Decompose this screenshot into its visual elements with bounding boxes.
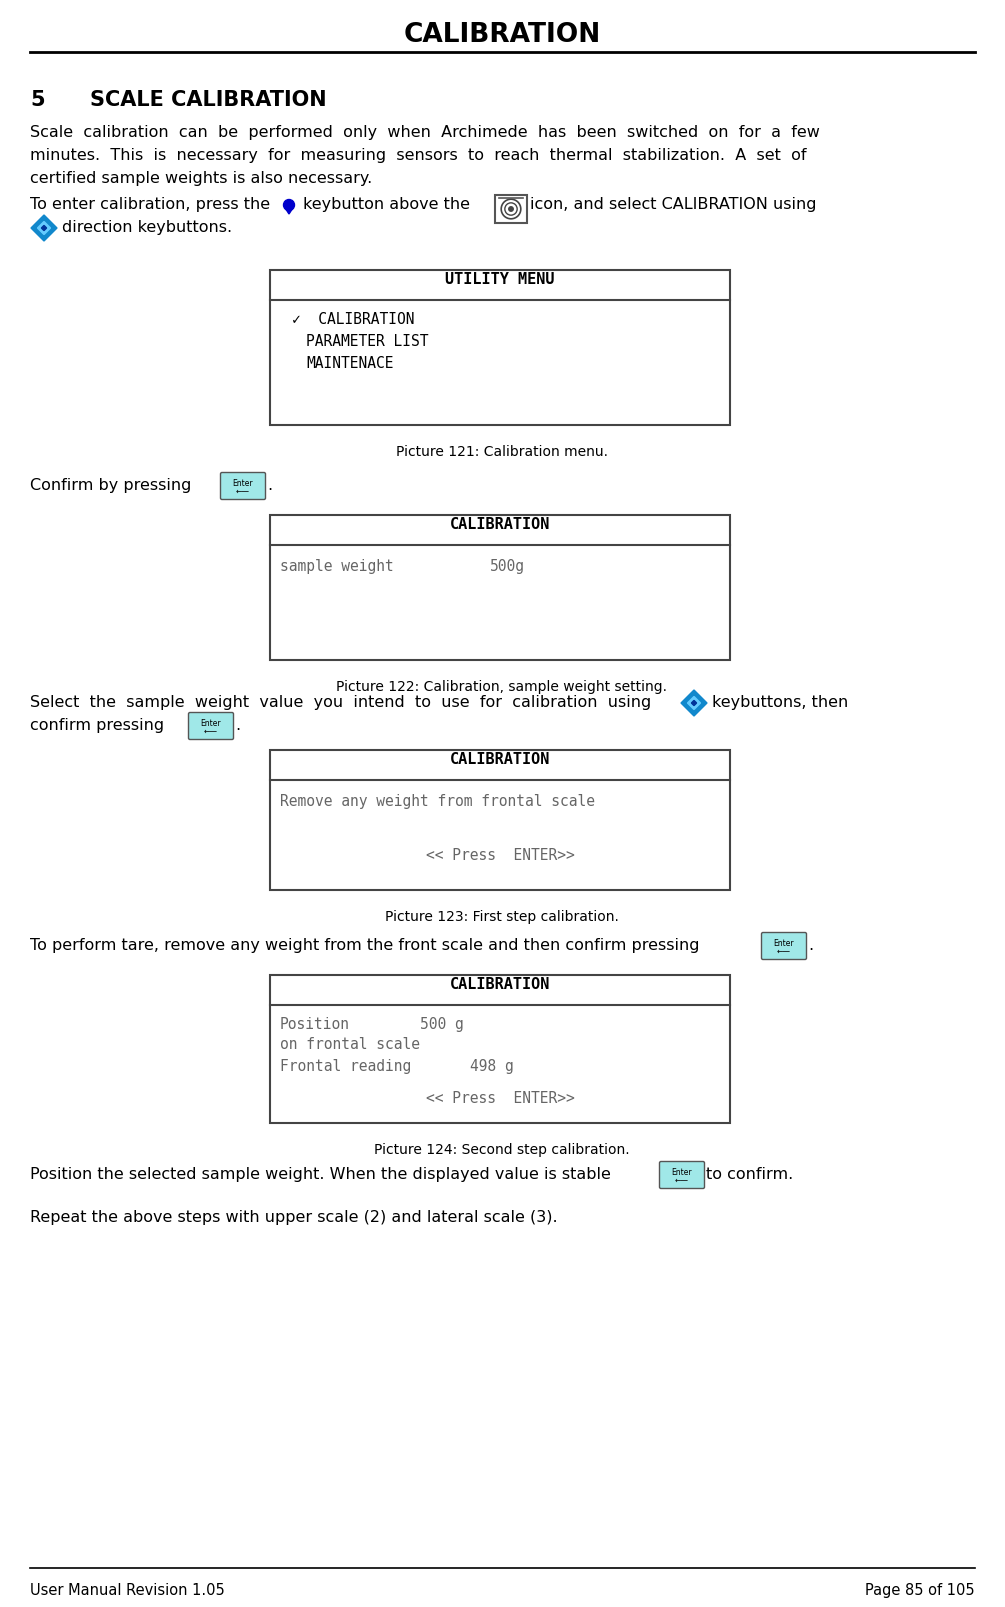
Polygon shape (691, 701, 696, 705)
Text: CALIBRATION: CALIBRATION (450, 517, 550, 532)
Text: Picture 122: Calibration, sample weight setting.: Picture 122: Calibration, sample weight … (337, 680, 667, 694)
Text: icon, and select CALIBRATION using: icon, and select CALIBRATION using (530, 198, 816, 212)
Text: Scale  calibration  can  be  performed  only  when  Archimede  has  been  switch: Scale calibration can be performed only … (30, 125, 820, 140)
Text: keybuttons, then: keybuttons, then (712, 694, 848, 710)
Polygon shape (41, 225, 46, 230)
Text: User Manual Revision 1.05: User Manual Revision 1.05 (30, 1583, 225, 1597)
Text: Page 85 of 105: Page 85 of 105 (865, 1583, 975, 1597)
Text: Remove any weight from frontal scale: Remove any weight from frontal scale (280, 794, 595, 808)
Text: SCALE CALIBRATION: SCALE CALIBRATION (90, 90, 327, 109)
Circle shape (283, 199, 294, 211)
Text: minutes.  This  is  necessary  for  measuring  sensors  to  reach  thermal  stab: minutes. This is necessary for measuring… (30, 148, 806, 162)
Text: Enter: Enter (774, 938, 794, 948)
Text: .: . (267, 477, 272, 493)
Text: ←—: ←— (236, 487, 250, 497)
Text: .: . (235, 718, 240, 733)
Text: 500 g: 500 g (420, 1017, 463, 1032)
Text: CALIBRATION: CALIBRATION (450, 752, 550, 767)
Text: .: . (808, 938, 813, 953)
FancyBboxPatch shape (270, 270, 730, 424)
Text: Frontal reading: Frontal reading (280, 1059, 411, 1073)
FancyBboxPatch shape (495, 194, 527, 223)
Text: UTILITY MENU: UTILITY MENU (445, 272, 555, 288)
Text: Position: Position (280, 1017, 350, 1032)
FancyBboxPatch shape (270, 975, 730, 1123)
Text: ←—: ←— (204, 726, 218, 736)
Text: ←—: ←— (675, 1176, 689, 1184)
FancyBboxPatch shape (762, 932, 806, 959)
Text: CALIBRATION: CALIBRATION (450, 977, 550, 992)
Text: ←—: ←— (777, 947, 791, 956)
Polygon shape (37, 222, 50, 235)
Text: Enter: Enter (233, 479, 253, 489)
Text: on frontal scale: on frontal scale (280, 1037, 420, 1053)
Text: Enter: Enter (201, 718, 221, 728)
Text: 500g: 500g (490, 559, 525, 574)
Text: direction keybuttons.: direction keybuttons. (62, 220, 232, 235)
Circle shape (509, 207, 514, 211)
Text: keybutton above the: keybutton above the (303, 198, 470, 212)
Polygon shape (284, 207, 293, 214)
Text: Enter: Enter (671, 1168, 692, 1176)
Text: Picture 124: Second step calibration.: Picture 124: Second step calibration. (374, 1143, 630, 1157)
Polygon shape (31, 215, 57, 241)
Text: << Press  ENTER>>: << Press ENTER>> (426, 1091, 575, 1106)
Text: CALIBRATION: CALIBRATION (403, 22, 601, 48)
Text: Repeat the above steps with upper scale (2) and lateral scale (3).: Repeat the above steps with upper scale … (30, 1210, 558, 1225)
Text: MAINTENACE: MAINTENACE (306, 357, 394, 371)
Text: 498 g: 498 g (470, 1059, 514, 1073)
Text: Picture 123: First step calibration.: Picture 123: First step calibration. (385, 910, 619, 924)
Text: Picture 121: Calibration menu.: Picture 121: Calibration menu. (396, 445, 608, 460)
Text: Select  the  sample  weight  value  you  intend  to  use  for  calibration  usin: Select the sample weight value you inten… (30, 694, 651, 710)
Polygon shape (687, 696, 700, 710)
FancyBboxPatch shape (659, 1162, 705, 1189)
Text: Confirm by pressing: Confirm by pressing (30, 477, 191, 493)
FancyBboxPatch shape (270, 750, 730, 890)
Text: << Press  ENTER>>: << Press ENTER>> (426, 848, 575, 863)
FancyBboxPatch shape (270, 514, 730, 660)
Text: confirm pressing: confirm pressing (30, 718, 164, 733)
Polygon shape (681, 689, 707, 717)
Text: Position the selected sample weight. When the displayed value is stable: Position the selected sample weight. Whe… (30, 1167, 611, 1183)
Text: ✓  CALIBRATION: ✓ CALIBRATION (292, 312, 414, 326)
FancyBboxPatch shape (189, 712, 233, 739)
FancyBboxPatch shape (220, 472, 265, 500)
Text: PARAMETER LIST: PARAMETER LIST (306, 334, 428, 349)
Text: sample weight: sample weight (280, 559, 394, 574)
Text: To enter calibration, press the: To enter calibration, press the (30, 198, 270, 212)
Text: To perform tare, remove any weight from the front scale and then confirm pressin: To perform tare, remove any weight from … (30, 938, 699, 953)
Text: 5: 5 (30, 90, 44, 109)
Text: to confirm.: to confirm. (706, 1167, 793, 1183)
Text: certified sample weights is also necessary.: certified sample weights is also necessa… (30, 170, 372, 186)
